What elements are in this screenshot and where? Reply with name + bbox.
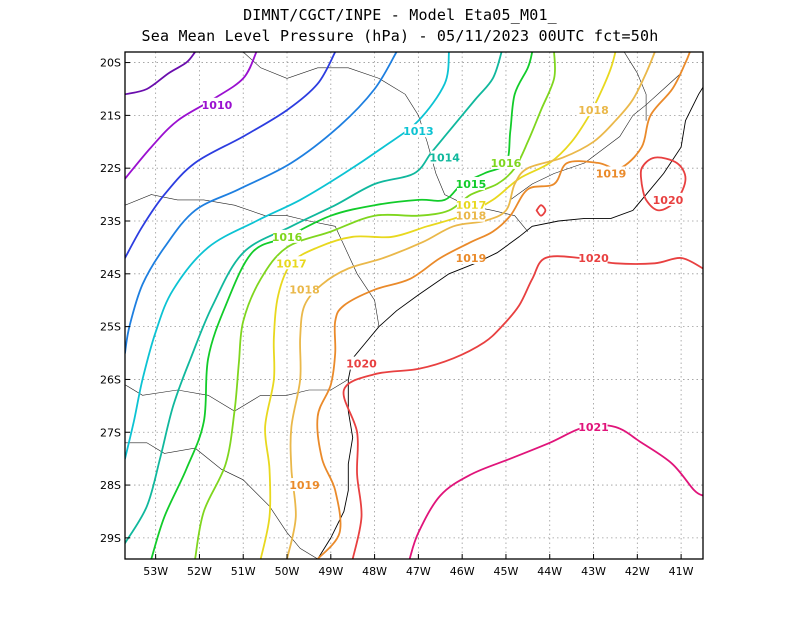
isobar-label-background (273, 229, 302, 243)
isobar-labels: 1010101310141015101610161017101710181018… (202, 97, 684, 492)
isobar-label: 1016 (491, 157, 522, 170)
isobar-label-background (290, 478, 319, 492)
x-tick-label: 50W (275, 565, 300, 578)
isobar-label: 1014 (429, 152, 460, 165)
isobar-1015 (150, 52, 534, 559)
isobar-label-background (430, 150, 459, 164)
coastline (317, 86, 703, 559)
isobar-1018 (286, 52, 656, 559)
y-tick-label: 21S (100, 109, 121, 122)
y-tick-label: 29S (100, 532, 121, 545)
isobar-label: 1018 (289, 284, 320, 297)
isobar-label-background (456, 177, 485, 191)
isobar-label: 1010 (202, 99, 233, 112)
x-axis-ticks: 53W 52W 51W 50W 49W 48W 47W 46W 45W 44W 43W 42W 41W (143, 554, 694, 578)
isobar-label: 1021 (578, 421, 609, 434)
isobar-label-background (456, 198, 485, 212)
x-tick-label: 52W (187, 565, 212, 578)
isobar-contours (125, 52, 703, 559)
isobar-1020 (342, 255, 703, 559)
isobar-label-background (579, 250, 608, 264)
isobar-1021 (408, 424, 703, 559)
y-tick-label: 23S (100, 215, 121, 228)
x-tick-label: 47W (406, 565, 431, 578)
isobar-1014 (125, 52, 503, 545)
y-tick-label: 28S (100, 479, 121, 492)
isobar-label-background (456, 208, 485, 222)
isobar-label-background (202, 97, 231, 111)
isobar-label: 1016 (272, 231, 303, 244)
isobar-label-background (653, 192, 682, 206)
state-border (510, 72, 682, 201)
isobar-1012 (125, 52, 398, 354)
isobar-label: 1017 (276, 257, 307, 270)
state-border (125, 379, 349, 412)
isobar-label-background (597, 166, 626, 180)
isobar-label-background (491, 155, 520, 169)
isobar-label: 1013 (403, 125, 434, 138)
isobar-1011 (125, 52, 337, 259)
isobar-1016 (194, 52, 556, 559)
y-tick-label: 25S (100, 321, 121, 334)
chart-title-line-2: Sea Mean Level Pressure (hPa) - 05/11/20… (141, 27, 659, 45)
x-tick-label: 41W (669, 565, 694, 578)
y-axis-ticks: 20S 21S 22S 23S 24S 25S 26S 27S 28S 29S (100, 57, 130, 545)
y-tick-label: 24S (100, 268, 121, 281)
isobar-label: 1019 (289, 479, 320, 492)
isobar-label-background (579, 419, 608, 433)
isobar-1019 (316, 52, 691, 559)
isobar-label: 1018 (456, 210, 487, 223)
x-tick-label: 48W (362, 565, 387, 578)
isobar-label: 1020 (578, 252, 609, 265)
x-tick-label: 44W (537, 565, 562, 578)
x-tick-label: 49W (318, 565, 343, 578)
isobar-label: 1019 (596, 167, 627, 180)
y-tick-label: 27S (100, 426, 121, 439)
isobar-label: 1020 (346, 358, 377, 371)
x-tick-label: 42W (625, 565, 650, 578)
isobar-1020 (535, 204, 547, 217)
isobar-1010 (125, 52, 258, 180)
isobar-label-background (404, 124, 433, 138)
isobar-label: 1019 (456, 252, 487, 265)
x-tick-label: 51W (231, 565, 256, 578)
x-tick-label: 43W (581, 565, 606, 578)
isobar-label-background (456, 250, 485, 264)
isobar-label-background (277, 256, 306, 270)
plot-frame (124, 51, 704, 560)
x-tick-label: 53W (143, 565, 168, 578)
isobar-label-background (290, 282, 319, 296)
chart-title-line-1: DIMNT/CGCT/INPE - Model Eta05_M01_ (243, 6, 557, 24)
state-border (125, 194, 380, 327)
x-tick-label: 46W (450, 565, 475, 578)
isobar-label-background (347, 356, 376, 370)
y-tick-label: 26S (100, 373, 121, 386)
isobar-label: 1015 (456, 178, 487, 191)
x-tick-label: 45W (494, 565, 519, 578)
isobar-label: 1018 (578, 104, 609, 117)
isobar-1013 (125, 52, 450, 460)
isobar-label-background (579, 103, 608, 117)
y-tick-label: 20S (100, 57, 121, 70)
state-border (125, 442, 318, 559)
y-tick-label: 22S (100, 162, 121, 175)
isobar-1020 (639, 156, 687, 212)
isobar-1009 (125, 52, 196, 96)
isobar-label: 1020 (653, 194, 684, 207)
isobar-1017 (259, 52, 617, 559)
